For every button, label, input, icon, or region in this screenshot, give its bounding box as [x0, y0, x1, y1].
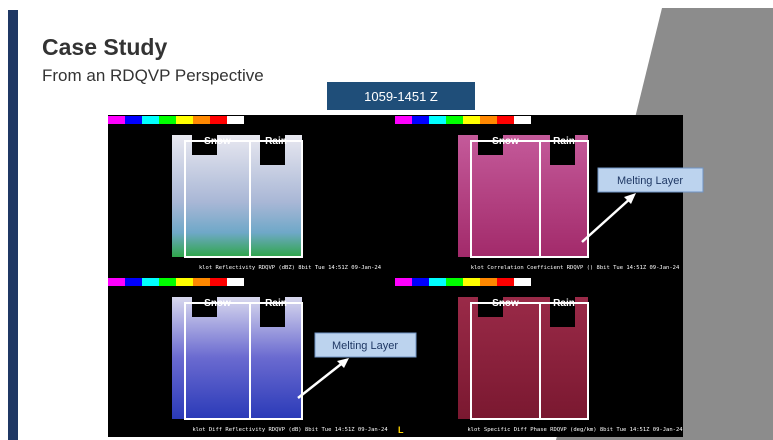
colorbar [159, 278, 176, 286]
arrowhead [624, 193, 636, 204]
colorbar [395, 116, 412, 124]
colorbar [108, 116, 125, 124]
caption: klot Specific Diff Phase RDQVP (deg/km) … [467, 427, 683, 433]
panels: Snow Rain klot Reflectivity RDQVP (dBZ) 8b… [108, 116, 683, 433]
caption: klot Reflectivity RDQVP (dBZ) 8bit Tue 1… [199, 265, 382, 271]
callout-box [597, 167, 704, 193]
title: Case Study [42, 34, 167, 60]
colorbar [108, 278, 125, 286]
colorbar [412, 116, 429, 124]
colorbar [514, 278, 531, 286]
colorbar [176, 116, 193, 124]
callout-text: Melting Layer [617, 175, 683, 187]
colorbar [446, 278, 463, 286]
subtitle: From an RDQVP Perspective [42, 66, 264, 85]
colorbar [480, 278, 497, 286]
colorbar [463, 116, 480, 124]
colorbar [429, 116, 446, 124]
snow-label: Snow [492, 298, 519, 309]
colorbar [176, 278, 193, 286]
rain-box [539, 302, 589, 420]
colorbar [412, 278, 429, 286]
snow-label: Snow [204, 136, 231, 147]
colorbar [142, 278, 159, 286]
rain-box [249, 302, 303, 420]
rain-label: Rain [265, 298, 287, 309]
rain-box [249, 140, 303, 258]
colorbar [395, 278, 412, 286]
snow-label: Snow [204, 298, 231, 309]
colorbar [210, 116, 227, 124]
rain-label: Rain [265, 136, 287, 147]
caption: klot Diff Reflectivity RDQVP (dB) 8bit T… [192, 427, 388, 433]
colorbar [446, 116, 463, 124]
colorbar [193, 278, 210, 286]
arrowhead [337, 358, 349, 368]
colorbar [142, 116, 159, 124]
side-bar [8, 10, 18, 440]
colorbar [463, 278, 480, 286]
rain-label: Rain [553, 298, 575, 309]
caption: klot Correlation Coefficient RDQVP () 8b… [471, 265, 680, 271]
arrow [297, 360, 346, 399]
colorbar [480, 116, 497, 124]
colorbar [125, 116, 142, 124]
callout-box [314, 332, 417, 358]
rain-box [539, 140, 589, 258]
snow-label: Snow [492, 136, 519, 147]
colorbar [193, 116, 210, 124]
colorbar [497, 116, 514, 124]
callout-text: Melting Layer [332, 340, 398, 352]
colorbar [227, 278, 244, 286]
rain-label: Rain [553, 136, 575, 147]
colorbar [497, 278, 514, 286]
marker: L [398, 425, 404, 435]
colorbar [429, 278, 446, 286]
colorbar [125, 278, 142, 286]
time-box-text: 1059-1451 Z [364, 89, 438, 104]
arrow [581, 196, 633, 243]
colorbar [227, 116, 244, 124]
colorbar [514, 116, 531, 124]
colorbar [210, 278, 227, 286]
colorbar [159, 116, 176, 124]
time-box [327, 82, 475, 110]
